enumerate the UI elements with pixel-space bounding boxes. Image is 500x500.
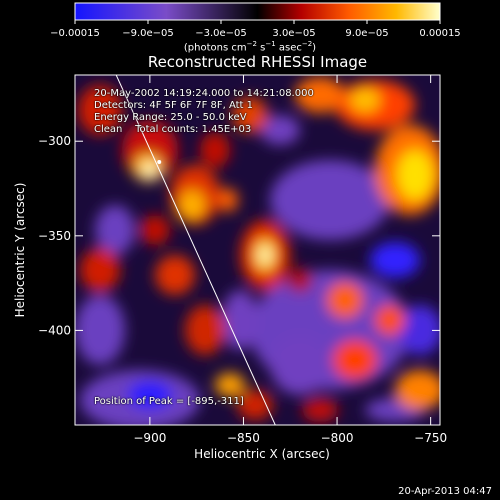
energy-range-text: Energy Range: 25.0 - 50.0 keV — [94, 112, 247, 123]
colorbar-ticks: −0.00015 −9.0e−05 −3.0e−05 3.0e−05 9.0e−05 0.… — [50, 20, 461, 39]
axis-ticks: −900 −850 −800 −750 −300 −350 −400 — [38, 75, 447, 445]
y-tick-label: −350 — [38, 229, 71, 243]
colorbar-tick-label: 9.0e−05 — [345, 28, 388, 39]
y-axis-label: Heliocentric Y (arcsec) — [13, 183, 27, 318]
colorbar — [74, 2, 441, 21]
chart-title: Reconstructed RHESSI Image — [147, 53, 368, 71]
x-tick-label: −850 — [227, 431, 260, 445]
image-area — [75, 75, 440, 425]
colorbar-tick-label: 3.0e−05 — [272, 28, 315, 39]
solar-limb-line — [115, 75, 276, 425]
total-counts-text: Clean Total counts: 1.45E+03 — [94, 124, 252, 135]
peak-position-text: Position of Peak = [-895,-311] — [94, 396, 244, 407]
x-tick-label: −750 — [414, 431, 447, 445]
colorbar-unit-label: (photons cm−2 s−1 asec−2) — [183, 40, 317, 54]
y-tick-label: −400 — [38, 323, 71, 337]
x-axis-label: Heliocentric X (arcsec) — [194, 447, 330, 461]
x-tick-label: −900 — [133, 431, 166, 445]
colorbar-tick-label: 0.00015 — [419, 28, 460, 39]
colorbar-tick-label: −9.0e−05 — [122, 28, 174, 39]
timestamp: 20-Apr-2013 04:47 — [398, 486, 492, 497]
colorbar-tick-label: −0.00015 — [50, 28, 100, 39]
x-tick-label: −800 — [321, 431, 354, 445]
y-tick-label: −300 — [38, 134, 71, 148]
detectors-text: Detectors: 4F 5F 6F 7F 8F, Att 1 — [94, 100, 254, 111]
plot-frame — [74, 74, 441, 426]
peak-marker — [157, 160, 162, 165]
time-range-text: 20-May-2002 14:19:24.000 to 14:21:08.000 — [94, 88, 314, 99]
colorbar-tick-label: −3.0e−05 — [195, 28, 247, 39]
